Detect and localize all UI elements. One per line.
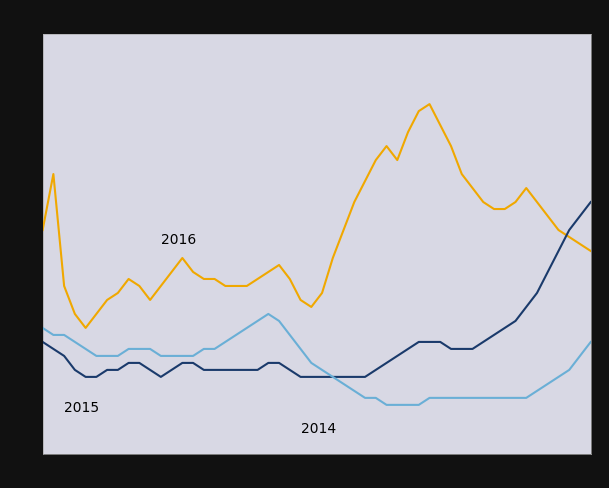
Text: 2015: 2015 xyxy=(64,401,99,415)
Text: 2014: 2014 xyxy=(301,422,336,436)
Text: 2016: 2016 xyxy=(161,233,196,247)
